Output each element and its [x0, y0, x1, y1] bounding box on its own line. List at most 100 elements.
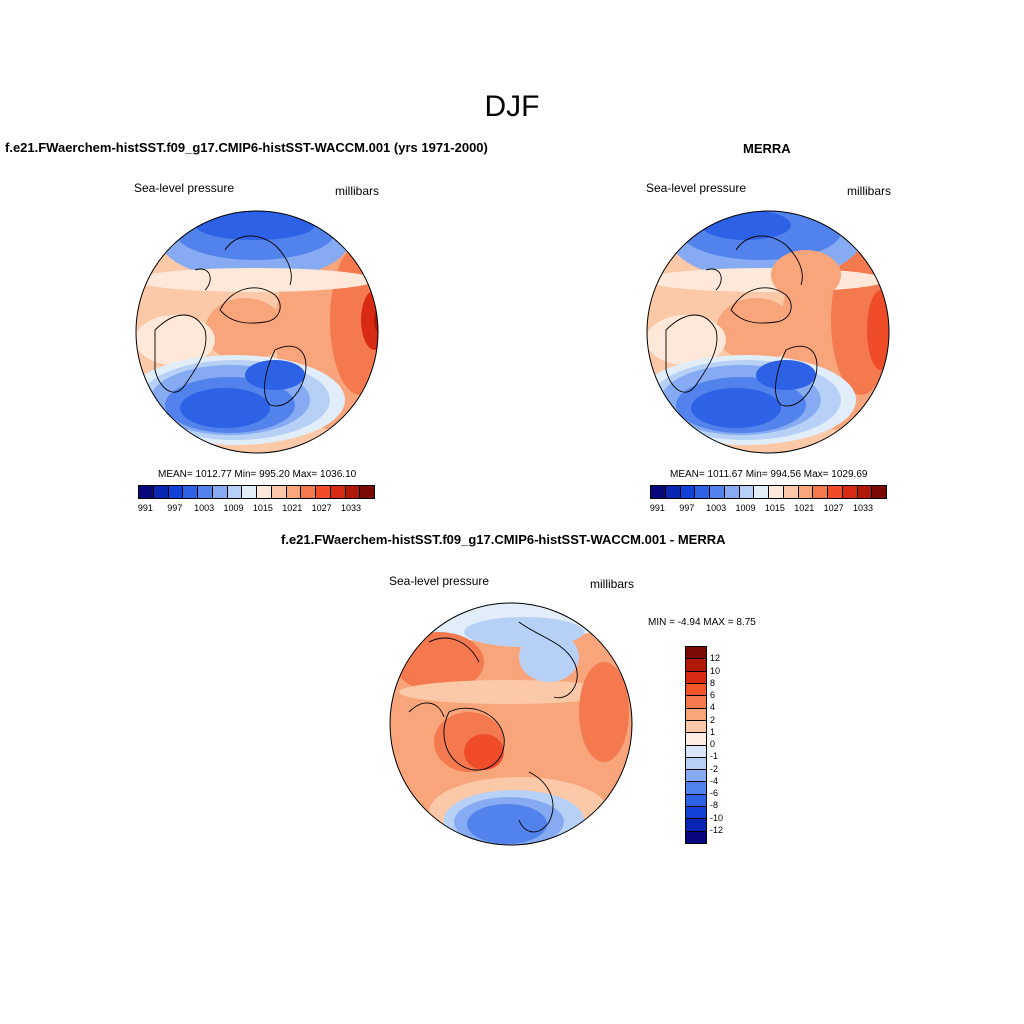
colorbar-swatch: [345, 486, 361, 498]
colorbar-swatch: [686, 683, 706, 697]
diff-slp-polar-map: [389, 602, 633, 846]
obs-stats: MEAN= 1011.67 Min= 994.56 Max= 1029.69: [670, 469, 868, 480]
model-colorbar-ticks: 991 997 1003 1009 1015 1021 1027 1033: [138, 503, 373, 515]
diff-panel-title: f.e21.FWaerchem-histSST.f09_g17.CMIP6-hi…: [281, 532, 726, 547]
colorbar-tick-label: 1033: [852, 503, 873, 513]
colorbar-swatch: [316, 486, 331, 498]
model-slp-polar-map: [135, 210, 379, 454]
colorbar-swatch: [153, 486, 169, 498]
colorbar-tick-label: 1015: [764, 503, 785, 513]
colorbar-swatch: [686, 733, 706, 746]
colorbar-swatch: [739, 486, 755, 498]
colorbar-tick-label: 1033: [340, 503, 361, 513]
colorbar-swatch: [686, 794, 706, 808]
colorbar-swatch: [686, 647, 706, 660]
colorbar-tick-label: -10: [710, 812, 724, 823]
colorbar-tick-label: -12: [710, 824, 724, 835]
figure-title: DJF: [484, 90, 540, 123]
colorbar-swatch: [813, 486, 828, 498]
diff-minmax: MIN = -4.94 MAX = 8.75: [648, 617, 756, 628]
diff-units-label: millibars: [590, 577, 635, 591]
colorbar-tick-label: 1009: [735, 503, 756, 513]
obs-slp-polar-map: [646, 210, 890, 454]
colorbar-tick-label: 4: [710, 702, 716, 713]
colorbar-swatch: [686, 757, 706, 771]
colorbar-swatch: [686, 696, 706, 709]
colorbar-swatch: [686, 831, 706, 843]
colorbar-swatch: [695, 486, 710, 498]
colorbar-swatch: [769, 486, 784, 498]
colorbar-tick-label: -8: [710, 800, 719, 811]
colorbar-tick-label: 1009: [223, 503, 244, 513]
colorbar-swatch: [330, 486, 346, 498]
colorbar-swatch: [724, 486, 740, 498]
diff-variable-label: Sea-level pressure: [389, 574, 490, 588]
colorbar-swatch: [754, 486, 769, 498]
colorbar-swatch: [686, 720, 706, 734]
model-panel-title: f.e21.FWaerchem-histSST.f09_g17.CMIP6-hi…: [5, 140, 488, 155]
colorbar-tick-label: -6: [710, 788, 719, 798]
colorbar-swatch: [212, 486, 228, 498]
model-variable-label: Sea-level pressure: [134, 181, 235, 195]
colorbar-swatch: [686, 819, 706, 832]
colorbar-swatch: [686, 770, 706, 783]
colorbar-swatch: [828, 486, 843, 498]
colorbar-tick-label: 8: [710, 677, 716, 688]
colorbar-tick-label: 2: [710, 714, 716, 725]
colorbar-tick-label: 1027: [823, 503, 844, 513]
colorbar-tick-label: 997: [679, 503, 695, 513]
obs-colorbar: [650, 485, 887, 499]
colorbar-swatch: [168, 486, 184, 498]
colorbar-swatch: [183, 486, 198, 498]
model-stats: MEAN= 1012.77 Min= 995.20 Max= 1036.10: [158, 469, 357, 480]
colorbar-swatch: [798, 486, 814, 498]
colorbar-tick-label: 991: [137, 503, 153, 513]
colorbar-swatch: [686, 659, 706, 672]
colorbar-swatch: [783, 486, 799, 498]
colorbar-swatch: [227, 486, 243, 498]
diff-colorbar: [685, 646, 707, 844]
colorbar-tick-label: 1027: [311, 503, 332, 513]
colorbar-swatch: [257, 486, 272, 498]
model-colorbar: [138, 485, 375, 499]
colorbar-tick-label: 1003: [706, 503, 727, 513]
colorbar-swatch: [710, 486, 725, 498]
colorbar-tick-label: 991: [649, 503, 665, 513]
colorbar-tick-label: 10: [710, 665, 721, 676]
colorbar-tick-label: 1021: [282, 503, 303, 513]
diff-colorbar-ticks: 12 10 8 6 4 2 1 0 -1 -2 -4 -6 -8 -10 -12: [710, 646, 740, 842]
colorbar-swatch: [286, 486, 302, 498]
colorbar-tick-label: 1021: [794, 503, 815, 513]
colorbar-swatch: [301, 486, 316, 498]
colorbar-tick-label: -4: [710, 775, 719, 786]
colorbar-swatch: [686, 745, 706, 758]
colorbar-tick-label: 1: [710, 726, 716, 737]
colorbar-swatch: [857, 486, 873, 498]
colorbar-swatch: [686, 708, 706, 721]
colorbar-swatch: [139, 486, 154, 498]
colorbar-tick-label: 1015: [252, 503, 273, 513]
colorbar-tick-label: 1003: [194, 503, 215, 513]
obs-units-label: millibars: [847, 184, 892, 198]
colorbar-tick-label: 0: [710, 739, 716, 749]
colorbar-swatch: [680, 486, 696, 498]
colorbar-swatch: [651, 486, 666, 498]
colorbar-swatch: [686, 782, 706, 795]
colorbar-tick-label: 12: [710, 653, 721, 664]
colorbar-tick-label: -2: [710, 763, 719, 774]
model-units-label: millibars: [335, 184, 380, 198]
colorbar-swatch: [242, 486, 257, 498]
colorbar-swatch: [872, 486, 886, 498]
colorbar-tick-label: 6: [710, 690, 716, 700]
colorbar-swatch: [842, 486, 858, 498]
colorbar-swatch: [198, 486, 213, 498]
colorbar-swatch: [686, 807, 706, 820]
obs-panel-title: MERRA: [743, 141, 791, 156]
colorbar-swatch: [271, 486, 287, 498]
obs-colorbar-ticks: 991 997 1003 1009 1015 1021 1027 1033: [650, 503, 885, 515]
obs-variable-label: Sea-level pressure: [646, 181, 747, 195]
colorbar-swatch: [665, 486, 681, 498]
colorbar-swatch: [686, 671, 706, 684]
colorbar-tick-label: -1: [710, 751, 719, 762]
colorbar-tick-label: 997: [167, 503, 183, 513]
